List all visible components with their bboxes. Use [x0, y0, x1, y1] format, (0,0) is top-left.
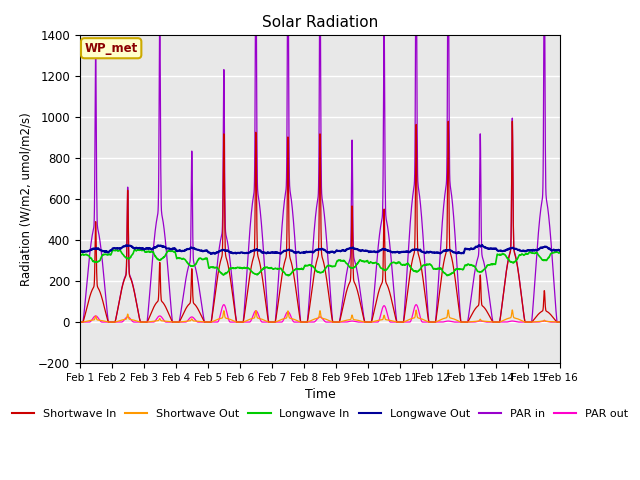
Longwave In: [460, 266, 467, 272]
PAR out: [460, 319, 467, 325]
Longwave Out: [333, 248, 341, 254]
PAR in: [344, 264, 351, 270]
PAR out: [220, 302, 228, 308]
Shortwave Out: [460, 319, 467, 325]
PAR out: [514, 319, 522, 325]
Line: PAR in: PAR in: [80, 0, 560, 322]
PAR out: [527, 319, 535, 325]
Shortwave In: [514, 267, 522, 273]
Longwave Out: [210, 251, 218, 256]
Shortwave Out: [527, 319, 535, 325]
Longwave Out: [460, 250, 467, 256]
Longwave In: [344, 262, 352, 268]
Shortwave In: [333, 319, 341, 325]
PAR in: [514, 266, 522, 272]
Text: WP_met: WP_met: [84, 42, 138, 55]
Longwave Out: [478, 242, 486, 248]
Shortwave In: [556, 319, 564, 325]
Legend: Shortwave In, Shortwave Out, Longwave In, Longwave Out, PAR in, PAR out: Shortwave In, Shortwave Out, Longwave In…: [7, 404, 633, 423]
Line: Longwave Out: Longwave Out: [80, 245, 560, 254]
Longwave In: [528, 250, 536, 255]
Line: PAR out: PAR out: [80, 305, 560, 322]
Line: Longwave In: Longwave In: [80, 249, 560, 276]
PAR in: [210, 297, 218, 302]
PAR in: [460, 319, 467, 325]
Longwave In: [210, 264, 218, 270]
Shortwave In: [460, 319, 467, 325]
Shortwave Out: [556, 319, 564, 325]
PAR out: [210, 319, 218, 325]
Longwave In: [334, 258, 342, 264]
Shortwave Out: [76, 319, 84, 325]
Shortwave In: [444, 119, 452, 124]
Longwave Out: [207, 251, 215, 257]
PAR out: [344, 319, 352, 324]
Longwave In: [556, 250, 564, 255]
Shortwave Out: [344, 317, 351, 323]
Shortwave In: [527, 319, 535, 325]
PAR in: [556, 319, 564, 325]
Shortwave In: [76, 319, 84, 325]
PAR out: [333, 319, 341, 325]
Longwave Out: [556, 248, 564, 253]
PAR out: [76, 319, 84, 325]
X-axis label: Time: Time: [305, 388, 335, 401]
PAR in: [76, 319, 84, 325]
PAR in: [527, 319, 535, 325]
Line: Shortwave Out: Shortwave Out: [80, 310, 560, 322]
Shortwave Out: [333, 319, 341, 325]
Longwave In: [134, 246, 142, 252]
PAR in: [333, 319, 341, 325]
Longwave Out: [344, 246, 352, 252]
Longwave Out: [76, 248, 84, 253]
Line: Shortwave In: Shortwave In: [80, 121, 560, 322]
Longwave In: [515, 254, 522, 260]
Longwave In: [284, 273, 292, 278]
Shortwave In: [210, 302, 218, 308]
Shortwave Out: [444, 307, 452, 313]
Longwave Out: [528, 247, 536, 253]
Y-axis label: Radiation (W/m2, umol/m2/s): Radiation (W/m2, umol/m2/s): [19, 112, 33, 286]
Longwave In: [76, 252, 84, 257]
PAR out: [556, 319, 564, 325]
Shortwave In: [344, 285, 351, 290]
Title: Solar Radiation: Solar Radiation: [262, 15, 378, 30]
Shortwave Out: [514, 316, 522, 322]
Shortwave Out: [210, 318, 218, 324]
Longwave Out: [515, 247, 522, 253]
